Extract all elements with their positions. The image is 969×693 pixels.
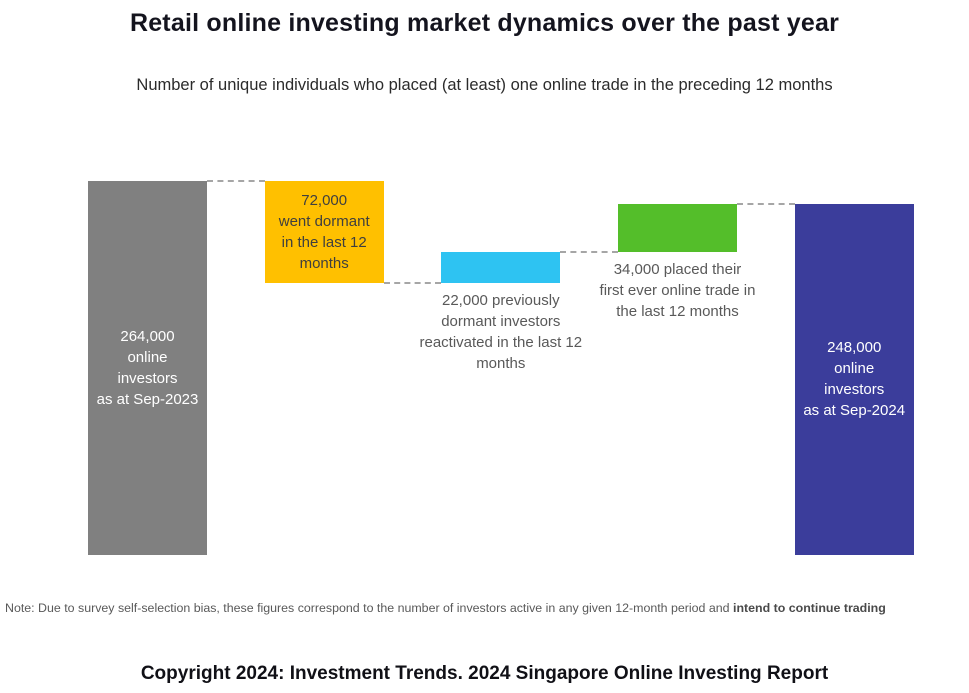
bar-label-line: in the last 12 xyxy=(281,234,367,251)
bar-label-line: online xyxy=(127,349,168,366)
bar-label-line: 22,000 previously xyxy=(442,292,560,309)
chart-subtitle: Number of unique individuals who placed … xyxy=(136,76,833,94)
waterfall-bar-reactivated xyxy=(441,251,561,283)
bar-label-line: 248,000 xyxy=(827,339,882,357)
bar-label-line: the last 12 months xyxy=(616,302,739,320)
bar-label-line: reactivated in the last 12 xyxy=(419,334,583,351)
bar-label-line: investors xyxy=(117,370,178,387)
connector-line xyxy=(737,202,795,205)
bar-label-sep-2024-total: 248,000 online investors as at Sep-2024 xyxy=(795,204,914,555)
footnote-text: Note: Due to survey self-selection bias,… xyxy=(5,601,733,615)
waterfall-bar-sep-2024-total: 248,000 online investors as at Sep-2024 xyxy=(794,203,914,555)
waterfall-bar-first-trade xyxy=(618,203,737,252)
bar-label-line: went dormant xyxy=(278,213,370,230)
bar-label-line: investors xyxy=(824,381,885,399)
bar-label-went-dormant: 72,000 went dormant in the last 12 months xyxy=(265,181,384,283)
bar-label-line: as at Sep-2024 xyxy=(803,402,906,420)
bar-label-line: dormant investors xyxy=(441,313,561,330)
waterfall-bar-sep-2023-total: 264,000 online investors as at Sep-2023 xyxy=(88,181,207,555)
bar-label-line: online xyxy=(834,360,875,378)
bar-label-line: first ever online trade in xyxy=(599,281,756,299)
bar-label-sep-2023-total: 264,000 online investors as at Sep-2023 xyxy=(88,181,207,555)
waterfall-chart: 264,000 online investors as at Sep-2023 72,0… xyxy=(0,130,969,570)
connector-line xyxy=(560,250,618,253)
bar-label-first-trade: 34,000 placed their first ever online tra… xyxy=(583,259,773,322)
bar-label-line: 34,000 placed their xyxy=(613,260,742,278)
copyright-footer: Copyright 2024: Investment Trends. 2024 … xyxy=(140,663,829,684)
footnote-bold-text: intend to continue trading xyxy=(733,601,886,615)
bar-label-line: 72,000 xyxy=(301,192,348,209)
chart-title: Retail online investing market dynamics … xyxy=(129,9,840,37)
bar-label-line: months xyxy=(299,255,349,272)
footnote: Note: Due to survey self-selection bias,… xyxy=(5,601,965,615)
bar-label-line: 264,000 xyxy=(120,328,175,345)
connector-line xyxy=(383,282,442,284)
bar-label-reactivated: 22,000 previously dormant investors reacti… xyxy=(406,290,596,374)
waterfall-bar-went-dormant: 72,000 went dormant in the last 12 months xyxy=(264,181,384,283)
connector-line xyxy=(207,180,265,182)
bar-label-line: as at Sep-2023 xyxy=(96,391,199,408)
bar-label-line: months xyxy=(476,355,526,372)
